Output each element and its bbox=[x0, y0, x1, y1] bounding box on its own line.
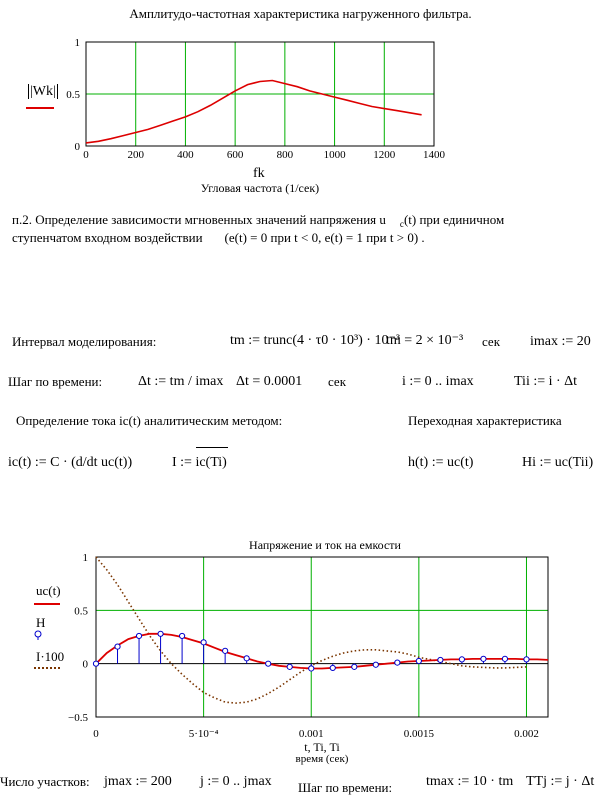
chart2-h-point bbox=[135, 632, 143, 640]
chart2-title: Напряжение и ток на емкости bbox=[249, 538, 401, 552]
tt-definition[interactable]: TTj := j · Δt bbox=[526, 774, 595, 789]
dt-value: Δt = 0.0001 bbox=[236, 374, 303, 389]
chart1-ytick-label: 0 bbox=[75, 141, 81, 153]
chart2-h-point bbox=[415, 657, 422, 665]
chart1-xtick-label: 1000 bbox=[324, 149, 347, 161]
chart1-xtick-label: 600 bbox=[227, 149, 244, 161]
chart2-h-point bbox=[329, 664, 336, 672]
step2-label: Шаг по времени: bbox=[298, 780, 393, 795]
chart2-h-point bbox=[372, 661, 379, 668]
chart2-h-point bbox=[178, 632, 186, 640]
parts-label: Число участков: bbox=[0, 774, 90, 789]
chart2-legend-i: I·100 bbox=[36, 649, 65, 664]
section-line1: п.2. Определение зависимости мгновенных … bbox=[12, 212, 505, 229]
chart2-ytick-label: 1 bbox=[83, 552, 89, 564]
chart2-h-point bbox=[114, 643, 121, 650]
chart2-xtick-label: 0 bbox=[93, 728, 99, 740]
h-vector[interactable]: Hi := uc(Tii) bbox=[522, 455, 594, 470]
chart2-xtick-label: 0.001 bbox=[299, 728, 324, 740]
chart2-i100-line bbox=[95, 556, 527, 704]
chart2-h-point bbox=[480, 655, 487, 662]
dt-definition[interactable]: Δt := tm / imax bbox=[138, 374, 224, 389]
chart1-grid bbox=[86, 42, 434, 146]
chart2-xtick-label: 5·10⁻⁴ bbox=[189, 728, 219, 740]
chart2-grid bbox=[96, 557, 548, 717]
sec-unit-1: сек bbox=[482, 334, 501, 349]
transient-label: Переходная характеристика bbox=[408, 413, 562, 428]
step-label: Шаг по времени: bbox=[8, 374, 103, 389]
chart2-frame bbox=[95, 556, 549, 718]
chart1-xtick-label: 1400 bbox=[423, 149, 446, 161]
chart1-legend-label: |Wk| bbox=[28, 84, 58, 99]
chart1-series-line bbox=[85, 79, 422, 144]
chart2-h-markers bbox=[92, 630, 530, 672]
tm-value: tm = 2 × 10⁻³ bbox=[386, 333, 464, 348]
ic-definition[interactable]: ic(t) := C · (d/dt uc(t)) bbox=[8, 455, 133, 470]
chart2-h-point bbox=[200, 639, 207, 646]
chart1-x-symbol: fk bbox=[253, 166, 265, 181]
chart1-xtick-label: 200 bbox=[127, 149, 144, 161]
chart2-ytick-label: −0.5 bbox=[68, 712, 88, 724]
current-method-label: Определение тока ic(t) аналитическим мет… bbox=[16, 413, 283, 428]
chart1-ytick-label: 1 bbox=[75, 37, 81, 49]
chart2-h-point bbox=[437, 656, 444, 664]
chart2-legend-h: H bbox=[36, 615, 46, 630]
chart2-h-point bbox=[458, 656, 466, 663]
chart2-h-point bbox=[523, 656, 530, 663]
chart1-xtick-label: 400 bbox=[177, 149, 194, 161]
sec-unit-2: сек bbox=[328, 374, 347, 389]
chart2-h-point bbox=[222, 647, 229, 654]
chart2-ytick-label: 0.5 bbox=[74, 605, 88, 617]
chart1-xtick-label: 0 bbox=[83, 149, 89, 161]
tmax-definition[interactable]: tmax := 10 · tm bbox=[426, 774, 514, 789]
chart2-h-point bbox=[92, 660, 100, 667]
chart1-ytick-label: 0.5 bbox=[66, 89, 80, 101]
jmax-definition[interactable]: jmax := 200 bbox=[104, 774, 172, 789]
chart2-ticks: 0 5·10⁻⁴ 0.001 0.0015 0.002 −0.5 0 0.5 1 bbox=[68, 552, 539, 740]
chart2-legend-i-swatch bbox=[34, 667, 60, 669]
chart2-h-point bbox=[351, 663, 358, 670]
chart1-xlabel: Угловая частота (1/сек) bbox=[200, 181, 320, 195]
h-definition[interactable]: h(t) := uc(t) bbox=[408, 455, 474, 470]
interval-label: Интервал моделирования: bbox=[12, 334, 157, 349]
chart1-legend-swatch bbox=[26, 107, 54, 109]
chart1-svg[interactable]: 0 200 400 600 800 1000 1200 1400 0 0.5 1 bbox=[0, 0, 601, 200]
chart2-xlabel: время (сек) bbox=[295, 753, 349, 765]
tm-definition[interactable]: tm := trunc(4 · τ0 · 10³) · 10⁻³ bbox=[230, 333, 401, 348]
chart1-xtick-label: 800 bbox=[277, 149, 294, 161]
chart2-h-point bbox=[286, 663, 293, 670]
chart1-title: Амплитудо-частотная характеристика нагру… bbox=[129, 6, 472, 21]
chart2-xtick-label: 0.0015 bbox=[404, 728, 435, 740]
vector-arrow bbox=[196, 447, 228, 448]
chart2-h-point bbox=[243, 655, 250, 662]
i-vector[interactable]: I := ic(Ti) bbox=[172, 455, 227, 470]
chart2-xtick-label: 0.002 bbox=[514, 728, 539, 740]
chart2-uc-line bbox=[95, 632, 549, 670]
chart2-legend-uc-swatch bbox=[34, 603, 60, 605]
chart2-ytick-label: 0 bbox=[83, 659, 89, 671]
chart2-legend-uc: uc(t) bbox=[36, 583, 61, 598]
chart2-h-point bbox=[157, 630, 164, 637]
chart1-xtick-label: 1200 bbox=[373, 149, 396, 161]
imax-definition[interactable]: imax := 20 bbox=[530, 334, 591, 349]
chart2-h-point bbox=[308, 665, 315, 672]
chart2-h-point bbox=[265, 660, 272, 667]
chart2-legend-h-marker bbox=[34, 630, 42, 640]
section-line2: ступенчатом входном воздействии (e(t) = 0… bbox=[12, 230, 425, 245]
chart2-h-point bbox=[394, 659, 401, 666]
j-range[interactable]: j := 0 .. jmax bbox=[200, 774, 272, 789]
chart1-ticks: 0 200 400 600 800 1000 1200 1400 0 0.5 1 bbox=[66, 37, 445, 161]
chart1-frame bbox=[85, 41, 435, 147]
i-range[interactable]: i := 0 .. imax bbox=[402, 374, 474, 389]
chart2-h-point bbox=[501, 655, 509, 662]
chart2-svg[interactable]: 0 5·10⁻⁴ 0.001 0.0015 0.002 −0.5 0 0.5 1 bbox=[0, 540, 601, 750]
ti-definition[interactable]: Tii := i · Δt bbox=[514, 374, 578, 389]
chart2-x-symbol: t, Ti, Ti bbox=[304, 740, 340, 754]
